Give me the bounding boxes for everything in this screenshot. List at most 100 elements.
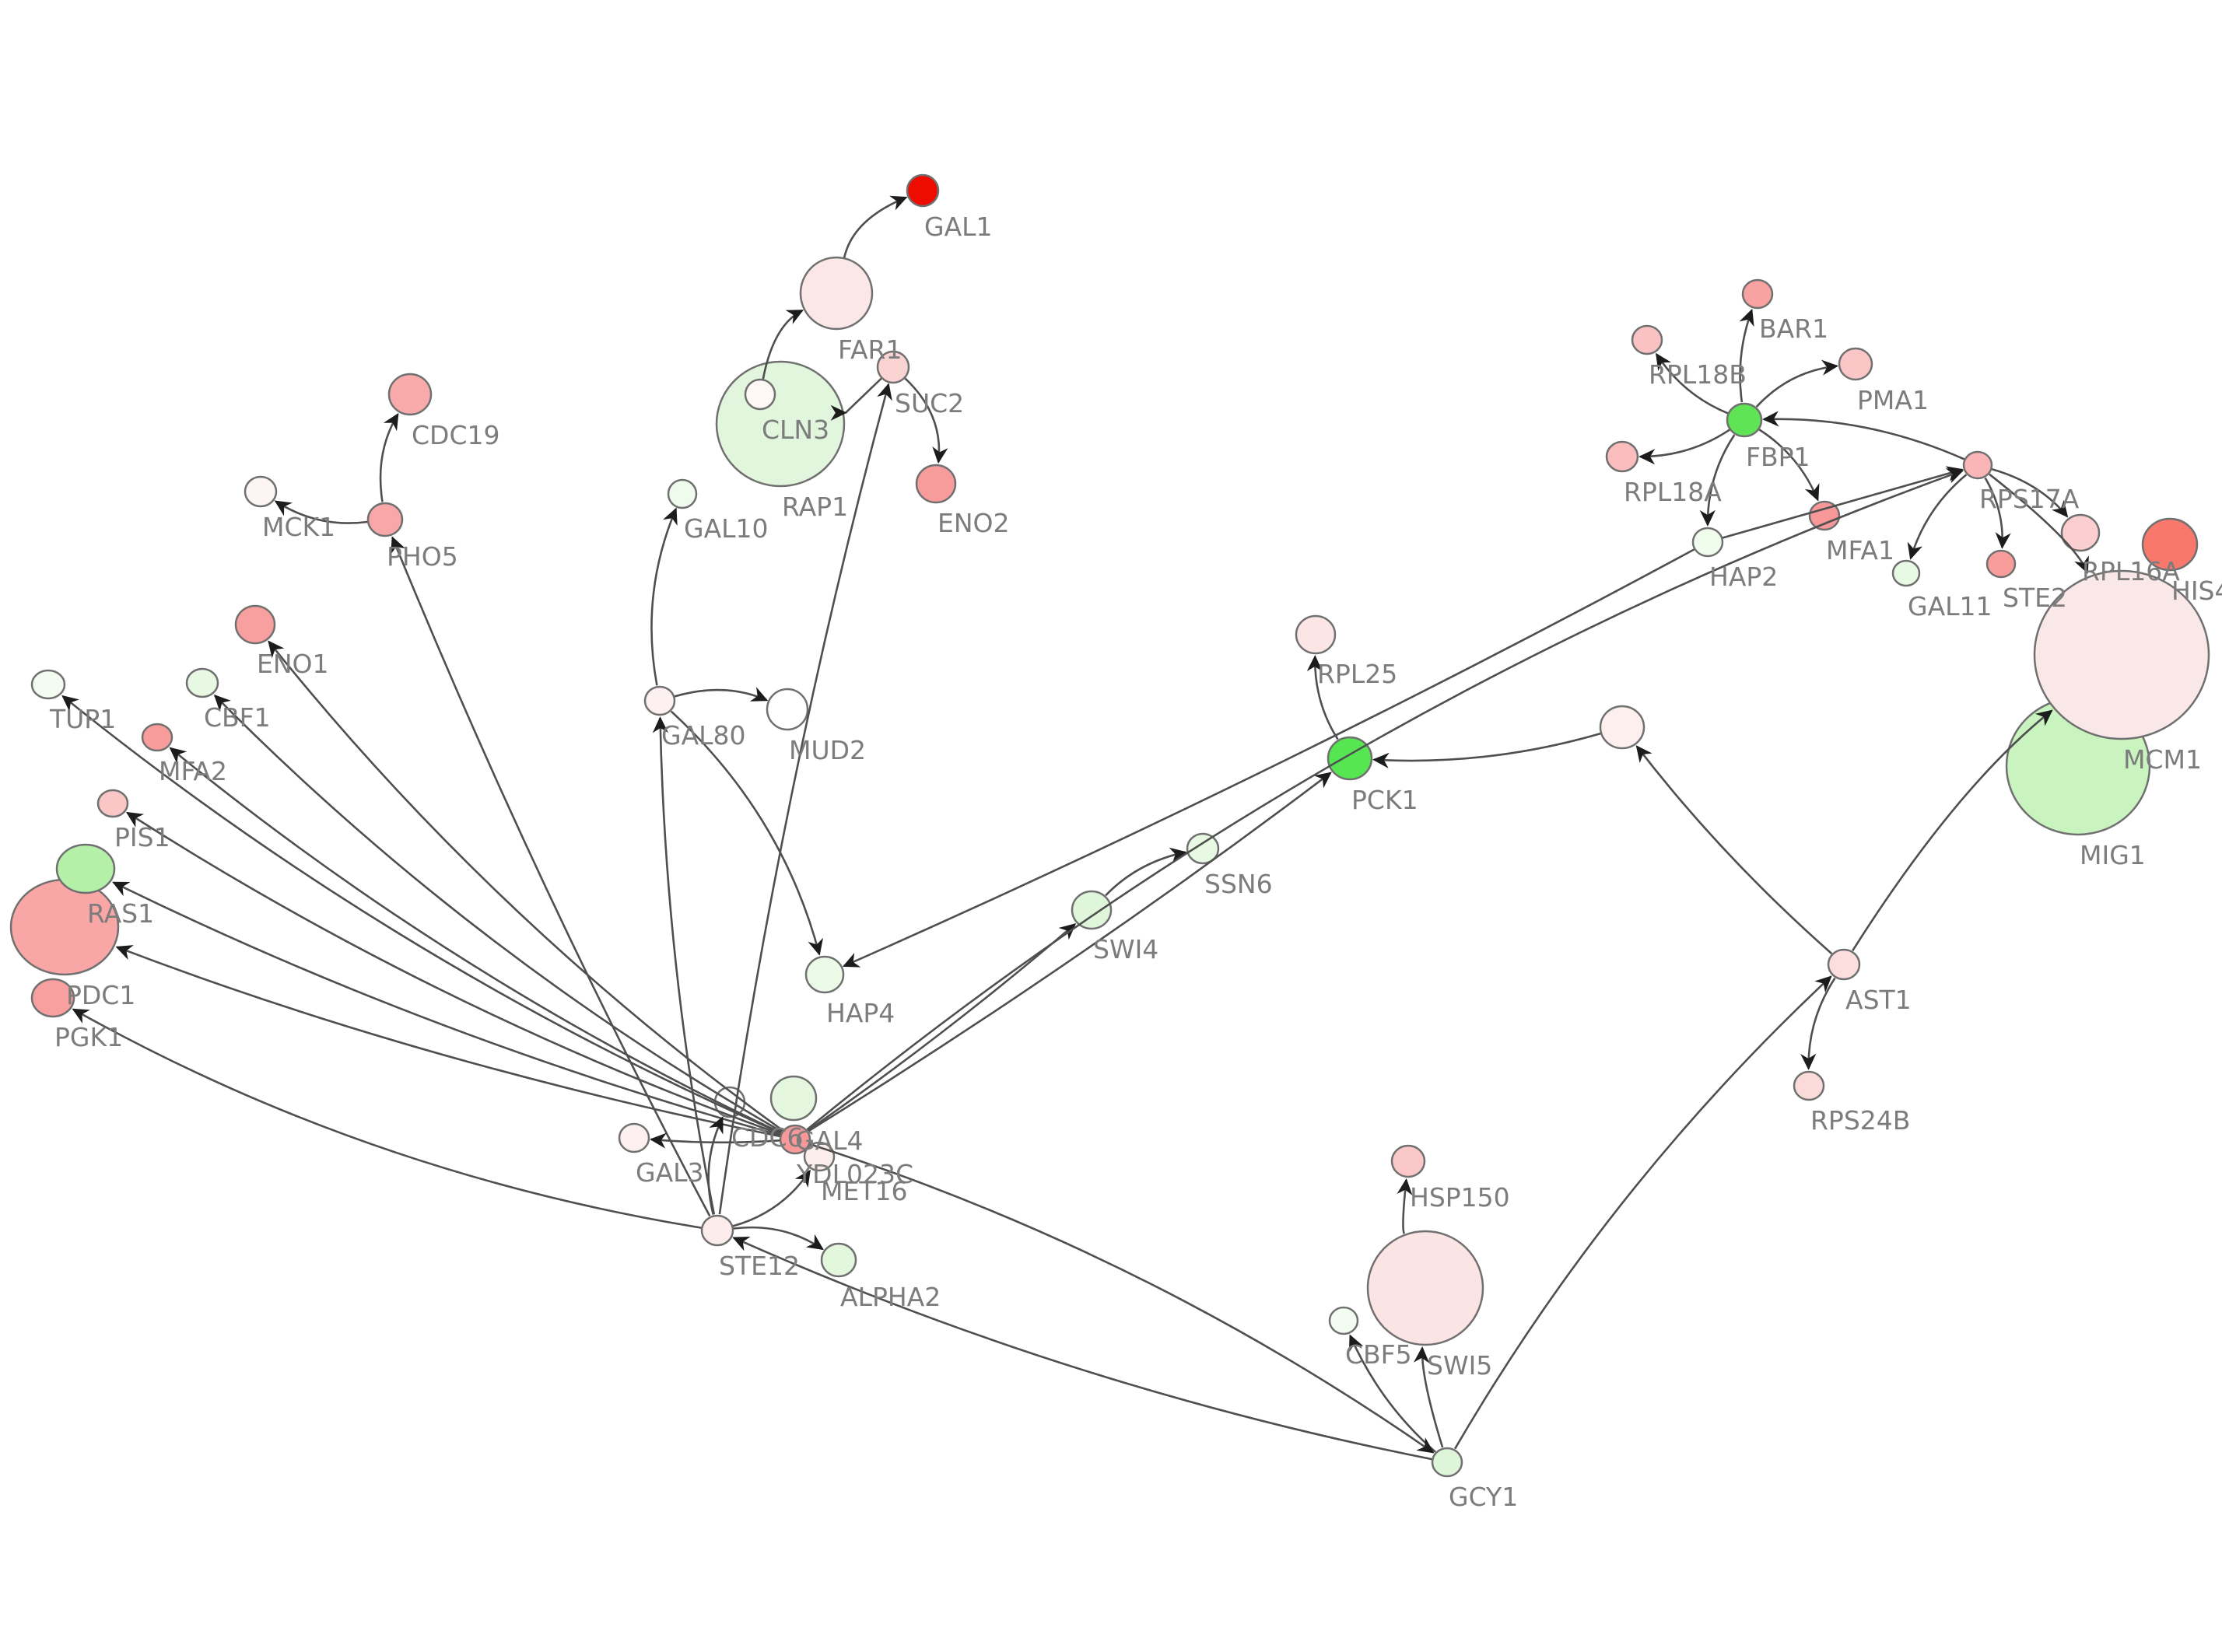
node-bar1[interactable]	[1741, 278, 1774, 310]
node-swi5[interactable]	[1366, 1230, 1484, 1346]
edge-suc2-eno2[interactable]	[904, 377, 948, 464]
edge-gal80-mud2[interactable]	[674, 687, 769, 702]
node-gal1[interactable]	[906, 173, 940, 208]
edge-hap2-rps17a[interactable]	[1722, 466, 1964, 539]
edge-ste12-pgk1[interactable]	[72, 1008, 702, 1229]
edge-fbp1-pma1[interactable]	[1755, 359, 1839, 408]
edge-ste12-alpha2[interactable]	[733, 1226, 824, 1251]
node-pho5[interactable]	[366, 502, 404, 537]
edge-far1-gal1[interactable]	[843, 195, 908, 258]
node-cln3[interactable]	[744, 378, 776, 411]
edge-ste12-suc2[interactable]	[718, 383, 892, 1215]
node-ast1[interactable]	[1827, 948, 1861, 981]
node-cdc19[interactable]	[387, 373, 433, 416]
node-fbp1[interactable]	[1726, 402, 1763, 438]
node-ssn6[interactable]	[1186, 832, 1220, 865]
edge-gcy1-swi5[interactable]	[1414, 1346, 1444, 1448]
edge-swi4-ssn6[interactable]	[1105, 847, 1187, 897]
node-cbf5[interactable]	[1328, 1306, 1359, 1335]
edge-unnamed-pck1[interactable]	[1372, 732, 1601, 768]
edge-hap2-hap4[interactable]	[842, 548, 1695, 968]
edge-ydl023c-ras1[interactable]	[112, 881, 781, 1136]
node-hsp150[interactable]	[1390, 1144, 1426, 1178]
node-pgk1[interactable]	[30, 978, 75, 1018]
node-mud2[interactable]	[766, 688, 809, 731]
edge-gal80-hap4[interactable]	[670, 710, 823, 956]
node-mck1[interactable]	[244, 475, 278, 508]
edge-rps17a-ste2[interactable]	[1984, 477, 2011, 549]
node-pck1[interactable]	[1327, 736, 1373, 781]
edge-gcy1-ast1[interactable]	[1453, 975, 1832, 1450]
edge-fbp1-mfa1[interactable]	[1758, 429, 1820, 502]
edge-ydl023c-pdc1[interactable]	[115, 945, 780, 1138]
node-gcy1[interactable]	[1431, 1447, 1463, 1478]
edge-ydl023c-gal3[interactable]	[649, 1132, 780, 1149]
node-tup1[interactable]	[30, 669, 66, 700]
node-rpl16a[interactable]	[2060, 513, 2101, 552]
edge-ast1-unnamed[interactable]	[1635, 745, 1833, 955]
node-his4[interactable]	[2141, 517, 2199, 572]
edge-fbp1-rpl18a[interactable]	[1638, 429, 1730, 465]
node-cbf1[interactable]	[185, 667, 219, 698]
node-ydl023c[interactable]	[779, 1124, 811, 1155]
edge-gcy1-ste12[interactable]	[732, 1236, 1432, 1461]
node-rps17a[interactable]	[1962, 450, 1993, 480]
node-gal4[interactable]	[769, 1075, 818, 1122]
edge-suc2-rap1[interactable]	[829, 377, 882, 417]
edge-ste12-pho5[interactable]	[391, 536, 711, 1217]
node-far1[interactable]	[799, 256, 874, 331]
edge-ast1-mcm1[interactable]	[1852, 709, 2053, 951]
edge-rps17a-rpl16a[interactable]	[1991, 467, 2069, 518]
node-rap1[interactable]	[715, 360, 846, 488]
edge-pho5-mck1[interactable]	[274, 500, 368, 524]
node-rpl18a[interactable]	[1605, 440, 1639, 473]
node-suc2[interactable]	[876, 350, 910, 384]
node-eno2[interactable]	[915, 464, 957, 504]
edge-pho5-cdc19[interactable]	[379, 412, 399, 502]
node-ste12[interactable]	[700, 1214, 734, 1247]
edge-fbp1-hap2[interactable]	[1699, 434, 1736, 527]
node-swi4[interactable]	[1071, 890, 1113, 930]
node-pma1[interactable]	[1838, 347, 1873, 381]
edge-ydl023c-rps17a[interactable]	[806, 468, 1964, 1131]
node-pis1[interactable]	[96, 789, 129, 818]
edge-ste12-met16[interactable]	[732, 1169, 811, 1227]
node-hap2[interactable]	[1691, 527, 1724, 558]
node-gal80[interactable]	[643, 685, 676, 716]
edge-ydl023c-mfa2[interactable]	[169, 747, 782, 1134]
edge-ydl023c-pis1[interactable]	[125, 811, 781, 1136]
node-gal3[interactable]	[618, 1122, 650, 1153]
node-eno1[interactable]	[234, 604, 276, 645]
edge-pck1-rpl25[interactable]	[1306, 655, 1339, 740]
edge-ydl023c-cbf1[interactable]	[213, 694, 783, 1133]
edge-swi5-hsp150[interactable]	[1397, 1178, 1413, 1234]
node-gal11[interactable]	[1891, 559, 1921, 587]
node-hap4[interactable]	[804, 955, 845, 994]
node-ste2[interactable]	[1985, 549, 2017, 579]
edge-cln3-far1[interactable]	[762, 309, 804, 380]
edge-ste12-gal80[interactable]	[652, 716, 716, 1215]
edge-ydl023c-pck1[interactable]	[808, 772, 1332, 1132]
node-rpl25[interactable]	[1295, 614, 1337, 655]
edge-gal80-gal10[interactable]	[650, 507, 678, 686]
edge-ydl023c-gcy1[interactable]	[809, 1143, 1435, 1454]
node-ras1[interactable]	[55, 843, 116, 894]
edge-rps17a-fbp1[interactable]	[1762, 411, 1965, 460]
node-mcm1[interactable]	[2033, 569, 2210, 740]
edge-ydl023c-eno1[interactable]	[268, 640, 783, 1132]
edge-fbp1-bar1[interactable]	[1739, 308, 1754, 403]
edge-ste12-cdc6[interactable]	[707, 1116, 724, 1216]
node-gal10[interactable]	[667, 478, 698, 509]
node-rpl18b[interactable]	[1631, 324, 1663, 355]
edge-ydl023c-tup1[interactable]	[61, 695, 782, 1135]
edge-fbp1-rpl18b[interactable]	[1656, 352, 1729, 415]
edge-ydl023c-swi4[interactable]	[807, 922, 1077, 1132]
node-rps24b[interactable]	[1793, 1070, 1825, 1101]
node-alpha2[interactable]	[820, 1242, 857, 1278]
edge-rps17a-mcm1[interactable]	[1989, 473, 2089, 574]
node-pdc1[interactable]	[9, 878, 120, 976]
node-mfa1[interactable]	[1808, 500, 1841, 531]
node-unlabeled[interactable]	[1599, 705, 1645, 750]
node-mfa2[interactable]	[141, 723, 173, 752]
